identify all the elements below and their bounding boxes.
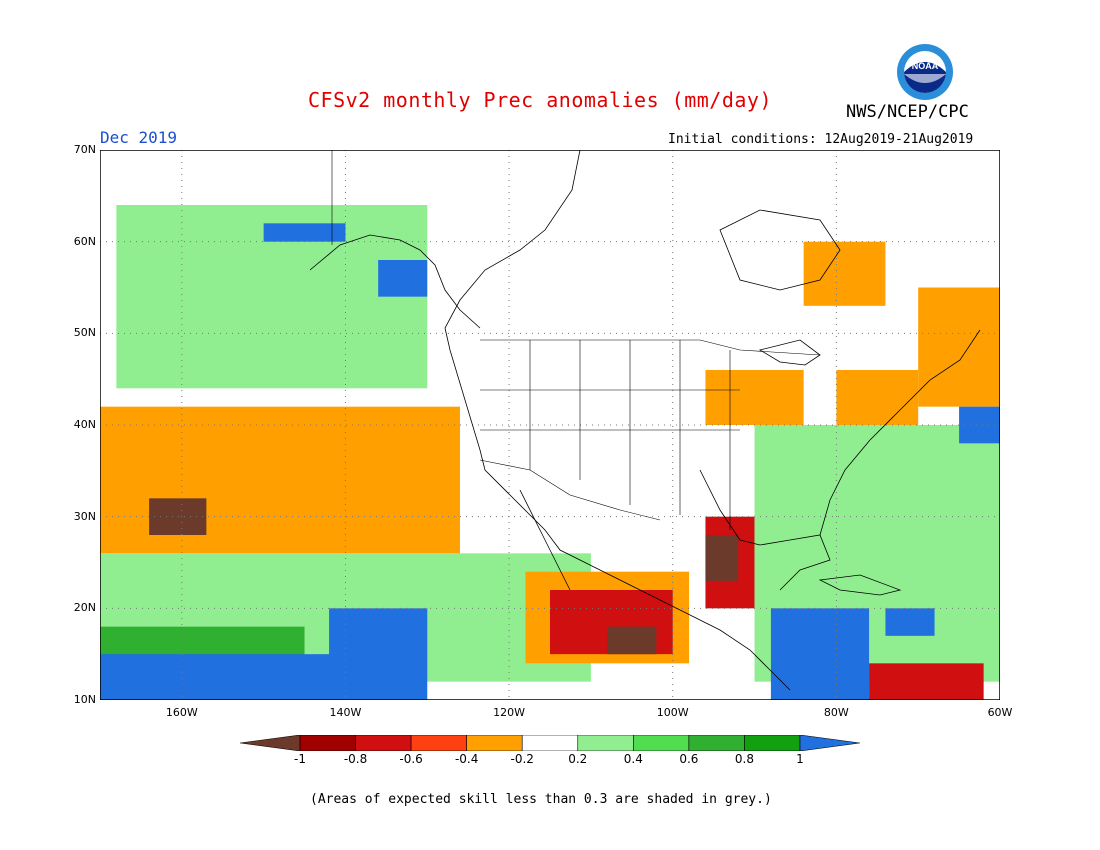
political-borders [331, 150, 821, 530]
cuba [818, 574, 902, 596]
lat-label: 60N [73, 234, 96, 248]
map-title: CFSv2 monthly Prec anomalies (mm/day) [307, 88, 773, 112]
colorbar-tick-label: 0.8 [734, 752, 754, 766]
colorbar-segment [744, 735, 801, 751]
anomaly-region [959, 406, 1000, 444]
lat-label: 50N [73, 326, 96, 340]
anomaly-region [918, 287, 1000, 407]
colorbar-segment [799, 735, 860, 751]
colorbar-tick-label: 0.6 [679, 752, 699, 766]
colorbar-tick-label: -0.2 [510, 752, 534, 766]
skill-footnote: (Areas of expected skill less than 0.3 a… [310, 792, 772, 807]
anomaly-region [378, 260, 428, 297]
anomaly-region [263, 223, 346, 242]
colorbar-segment [466, 735, 523, 751]
great-lakes [758, 339, 821, 366]
anomaly-region [770, 608, 870, 700]
anomaly-region [869, 663, 984, 700]
anomaly-region [803, 241, 886, 306]
anomaly-region [607, 626, 657, 655]
hudson-bay [719, 209, 841, 291]
gulf-coast [699, 469, 831, 591]
lat-label: 20N [73, 601, 96, 615]
colorbar-segment [688, 735, 745, 751]
colorbar-tick-label: -1 [294, 752, 306, 766]
colorbar-segment [633, 735, 690, 751]
lat-label: 40N [73, 418, 96, 431]
alaska-coast [309, 234, 481, 329]
lon-label: 160W [165, 706, 198, 719]
north-america-west-coast [444, 150, 791, 691]
anomaly-regions [100, 205, 1000, 700]
agency-label: NWS/NCEP/CPC [846, 102, 969, 122]
colorbar-segment [521, 735, 579, 751]
lon-label: 80W [823, 706, 849, 719]
lon-label: 100W [656, 706, 689, 719]
lat-label: 10N [73, 693, 96, 706]
lat-label: 70N [73, 143, 96, 156]
colorbar-tick-label: 1 [796, 752, 804, 766]
colorbar [240, 735, 860, 751]
lon-label: 120W [493, 706, 526, 719]
noaa-logo: NOAA [897, 44, 953, 100]
anomaly-region [705, 535, 739, 581]
colorbar-tick-label: -0.6 [399, 752, 423, 766]
initial-conditions: Initial conditions: 12Aug2019-21Aug2019 [668, 132, 974, 147]
east-coast [819, 329, 981, 536]
colorbar-segment [240, 735, 301, 751]
anomaly-region [149, 498, 207, 535]
anomaly-region [329, 608, 428, 700]
coastlines [309, 150, 981, 691]
forecast-month: Dec 2019 [100, 128, 178, 147]
baja-peninsula [519, 489, 571, 591]
colorbar-segment [577, 735, 634, 751]
logo-lettering: NOAA [912, 61, 939, 71]
us-mexico-border [479, 459, 661, 521]
colorbar-tick-label: -0.8 [343, 752, 368, 766]
anomaly-region [705, 370, 804, 425]
lat-lon-grid [100, 150, 1000, 700]
colorbar-tick-label: 0.4 [623, 752, 643, 766]
colorbar-segment [410, 735, 467, 751]
us-canada-border [480, 339, 821, 356]
anomaly-region [836, 370, 919, 425]
lon-label: 60W [987, 706, 1013, 719]
lon-label: 140W [329, 706, 362, 719]
state-lines [480, 340, 740, 530]
anomaly-region [885, 608, 935, 636]
colorbar-segment [355, 735, 412, 751]
lat-label: 30N [73, 509, 96, 523]
colorbar-tick-label: 0.2 [568, 752, 588, 766]
colorbar-tick-label: -0.4 [454, 752, 479, 766]
colorbar-segment [299, 735, 356, 751]
anomaly-map [100, 150, 1000, 700]
